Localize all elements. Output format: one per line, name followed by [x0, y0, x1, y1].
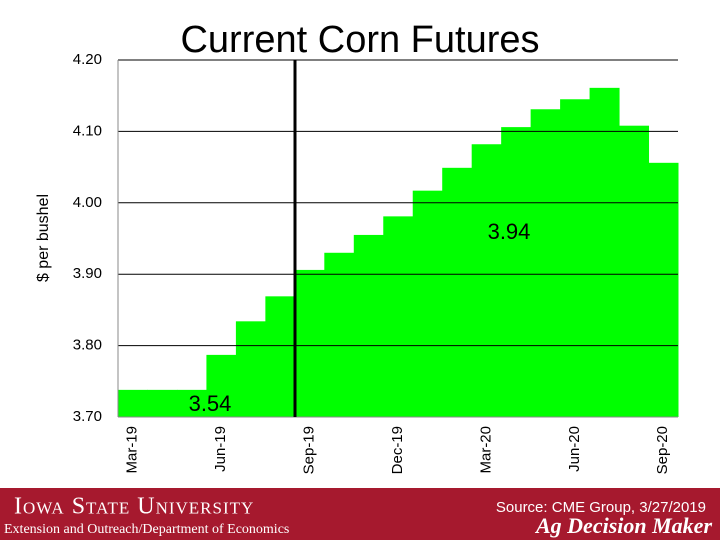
bar [560, 99, 591, 418]
footer-band [0, 488, 720, 540]
y-tick-label: 4.20 [73, 51, 102, 68]
bar [412, 190, 443, 417]
chart-title: Current Corn Futures [180, 19, 539, 61]
bar [294, 269, 325, 417]
x-tick-label: Dec-19 [389, 426, 406, 474]
y-tick-label: 4.10 [73, 122, 102, 139]
bar [383, 216, 414, 417]
annotation: 3.54 [189, 391, 232, 416]
bar [471, 144, 502, 417]
bar [442, 167, 473, 417]
bar [235, 321, 266, 417]
bar [353, 234, 384, 417]
y-tick-label: 3.80 [73, 337, 102, 354]
bar [324, 252, 355, 417]
x-tick-label: Mar-19 [124, 426, 141, 474]
bar [501, 127, 532, 417]
brand: Ag Decision Maker [534, 513, 712, 538]
department: Extension and Outreach/Department of Eco… [4, 522, 289, 537]
y-tick-label: 3.90 [73, 265, 102, 282]
annotation: 3.94 [488, 219, 531, 244]
plot: Mar-19 Jun-19 Sep-19 Dec-19 Mar-20 Jun-20 Sep-… [73, 51, 679, 474]
x-tick-label: Jun-20 [566, 426, 583, 472]
bar [589, 87, 620, 417]
y-tick-label: 4.00 [73, 194, 102, 211]
bar [206, 354, 237, 417]
bar [147, 389, 178, 417]
y-tick-label: 3.70 [73, 408, 102, 425]
x-tick-label: Sep-20 [654, 426, 671, 474]
bar [530, 109, 561, 418]
x-tick-label: Jun-19 [212, 426, 229, 472]
bar [265, 296, 296, 417]
x-tick-label: Mar-20 [477, 426, 494, 474]
bar [619, 125, 650, 418]
y-axis-label: $ per bushel [35, 194, 52, 282]
bar [176, 389, 207, 417]
source: Source: CME Group, 3/27/2019 [496, 499, 706, 516]
university-name: Iowa State University [14, 494, 254, 520]
bar [118, 389, 148, 417]
bar [648, 162, 679, 417]
x-tick-label: Sep-19 [301, 426, 318, 474]
